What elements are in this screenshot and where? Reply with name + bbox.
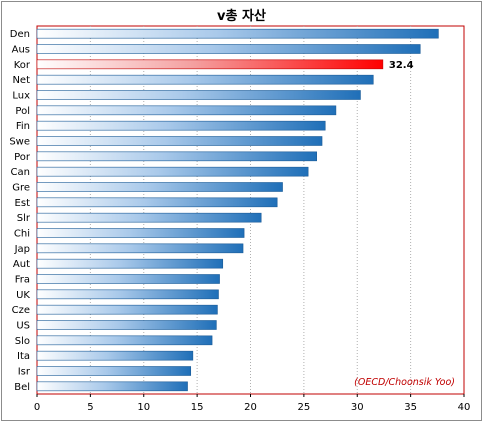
bar-isr <box>36 366 192 376</box>
category-label: Slr <box>17 213 31 224</box>
category-label: Ita <box>17 351 30 362</box>
x-tick-label: 15 <box>191 402 204 413</box>
category-label: Aus <box>12 45 30 56</box>
bar-bel <box>36 381 188 392</box>
category-label: Aut <box>13 259 30 270</box>
category-label: Pol <box>15 106 30 117</box>
bar-slo <box>36 335 213 346</box>
category-label: Est <box>15 198 31 209</box>
x-tick-label: 0 <box>34 402 40 413</box>
bar-kor <box>36 59 384 70</box>
category-label: Isr <box>18 367 31 378</box>
bar-cze <box>36 304 218 315</box>
bar-chi <box>36 228 245 238</box>
bar-den <box>36 28 439 39</box>
bar-por <box>36 151 317 162</box>
bar-net <box>36 74 374 85</box>
bar-aut <box>36 258 224 269</box>
bar-fra <box>36 274 220 284</box>
category-label: Den <box>10 29 30 40</box>
x-tick-label: 35 <box>404 402 417 413</box>
bar-est <box>36 197 278 208</box>
bar-aus <box>36 44 421 54</box>
category-label: Bel <box>14 382 30 393</box>
x-tick-label: 10 <box>137 402 150 413</box>
bar-swe <box>36 136 323 146</box>
bar-fin <box>36 120 326 131</box>
bar-jap <box>36 243 244 254</box>
bar-lux <box>36 90 361 100</box>
source-note: (OECD/Choonsik Yoo) <box>354 377 455 388</box>
category-label: Kor <box>14 60 31 71</box>
x-tick-label: 5 <box>87 402 93 413</box>
category-label: Net <box>12 75 30 86</box>
x-tick-label: 30 <box>351 402 364 413</box>
category-label: Gre <box>12 183 30 194</box>
bar-gre <box>36 182 283 192</box>
x-tick-label: 25 <box>298 402 311 413</box>
category-label: Cze <box>12 305 30 316</box>
chart-title: v총 자산 <box>217 9 266 24</box>
category-label: Can <box>11 167 30 178</box>
category-label: Fra <box>15 275 30 286</box>
bar-slr <box>36 212 262 223</box>
category-label: US <box>16 321 30 332</box>
x-tick-label: 20 <box>244 402 257 413</box>
bar-ita <box>36 350 194 361</box>
category-label: Chi <box>14 229 30 240</box>
bar-can <box>36 166 309 177</box>
category-label: Lux <box>12 91 30 102</box>
bar-us <box>36 320 217 330</box>
category-label: Por <box>14 152 31 163</box>
category-label: Fin <box>16 121 30 132</box>
category-label: Slo <box>15 336 30 347</box>
category-label: Swe <box>9 137 30 148</box>
bar-pol <box>36 105 337 116</box>
data-label: 32.4 <box>389 60 414 71</box>
bar-uk <box>36 289 219 300</box>
category-label: UK <box>16 290 30 301</box>
x-tick-label: 40 <box>458 402 471 413</box>
category-label: Jap <box>14 244 30 255</box>
